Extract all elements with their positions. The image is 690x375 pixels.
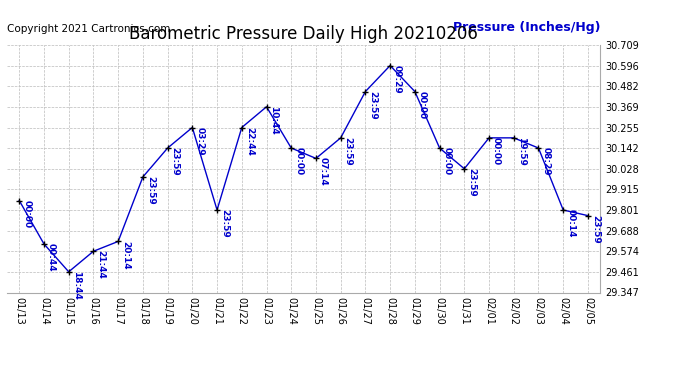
Text: 23:59: 23:59 [467,168,476,196]
Title: Barometric Pressure Daily High 20210206: Barometric Pressure Daily High 20210206 [129,26,478,44]
Text: 00:14: 00:14 [566,209,575,238]
Text: 00:00: 00:00 [418,91,427,119]
Text: 00:00: 00:00 [492,137,501,165]
Text: 23:59: 23:59 [344,137,353,166]
Text: 23:59: 23:59 [146,176,155,205]
Text: 21:44: 21:44 [97,251,106,279]
Text: 22:44: 22:44 [245,127,254,156]
Text: 23:59: 23:59 [368,91,377,119]
Text: 19:59: 19:59 [517,137,526,166]
Text: 10:44: 10:44 [270,106,279,135]
Text: 00:00: 00:00 [22,200,31,228]
Text: Pressure (Inches/Hg): Pressure (Inches/Hg) [453,21,600,34]
Text: 08:29: 08:29 [542,147,551,176]
Text: 20:14: 20:14 [121,240,130,269]
Text: 00:44: 00:44 [47,243,56,272]
Text: 23:59: 23:59 [170,147,179,176]
Text: 18:44: 18:44 [72,271,81,300]
Text: Copyright 2021 Cartronics.com: Copyright 2021 Cartronics.com [7,24,170,34]
Text: 09:29: 09:29 [393,64,402,93]
Text: 00:00: 00:00 [442,147,451,175]
Text: 23:59: 23:59 [220,209,229,238]
Text: 03:29: 03:29 [195,127,204,155]
Text: 00:00: 00:00 [294,147,303,175]
Text: 23:59: 23:59 [591,215,600,243]
Text: 07:14: 07:14 [319,158,328,186]
